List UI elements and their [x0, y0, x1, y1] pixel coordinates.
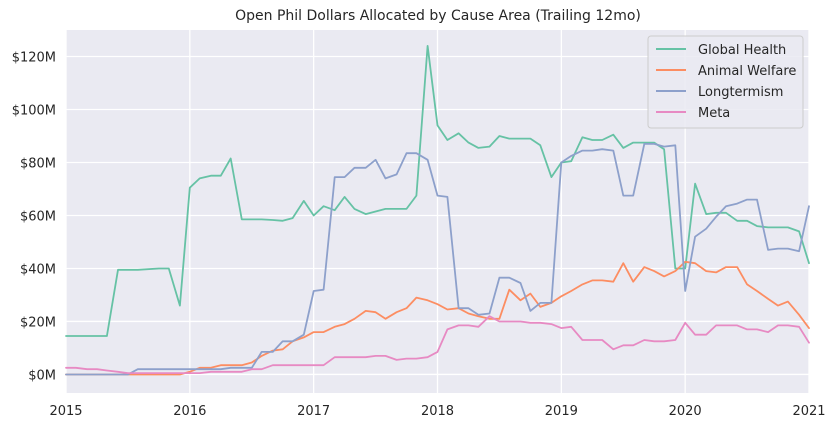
- x-tick-label: 2018: [421, 404, 454, 419]
- series-line-meta: [65, 315, 810, 374]
- y-tick-label: $20M: [20, 315, 56, 330]
- legend-label-animal-welfare: Animal Welfare: [698, 64, 796, 79]
- x-tick-label: 2016: [173, 404, 206, 419]
- legend-label-longtermism: Longtermism: [698, 85, 783, 100]
- series-line-global-health: [65, 45, 810, 337]
- x-tick-label: 2020: [669, 404, 702, 419]
- x-tick-label: 2021: [792, 404, 825, 419]
- y-tick-label: $80M: [20, 156, 56, 171]
- y-tick-label: $100M: [12, 103, 56, 118]
- legend: Global Health Animal Welfare Longtermism Me…: [647, 35, 804, 129]
- y-axis-ticks: $0M $20M $40M $60M $80M $100M $120M: [12, 50, 56, 383]
- legend-box: [647, 35, 804, 129]
- x-tick-label: 2019: [545, 404, 578, 419]
- chart-title: Open Phil Dollars Allocated by Cause Are…: [235, 8, 641, 24]
- y-tick-label: $60M: [20, 209, 56, 224]
- x-tick-label: 2015: [49, 404, 82, 419]
- y-tick-label: $0M: [28, 368, 56, 383]
- legend-label-meta: Meta: [698, 106, 730, 121]
- x-axis-ticks: 2015 2016 2017 2018 2019 2020 2021: [49, 404, 825, 419]
- series-line-animal-welfare: [65, 260, 810, 376]
- x-tick-label: 2017: [297, 404, 330, 419]
- legend-label-global-health: Global Health: [698, 43, 786, 58]
- y-tick-label: $120M: [12, 50, 56, 65]
- y-tick-label: $40M: [20, 262, 56, 277]
- series-line-longtermism: [65, 143, 810, 376]
- series-lines: [65, 45, 810, 376]
